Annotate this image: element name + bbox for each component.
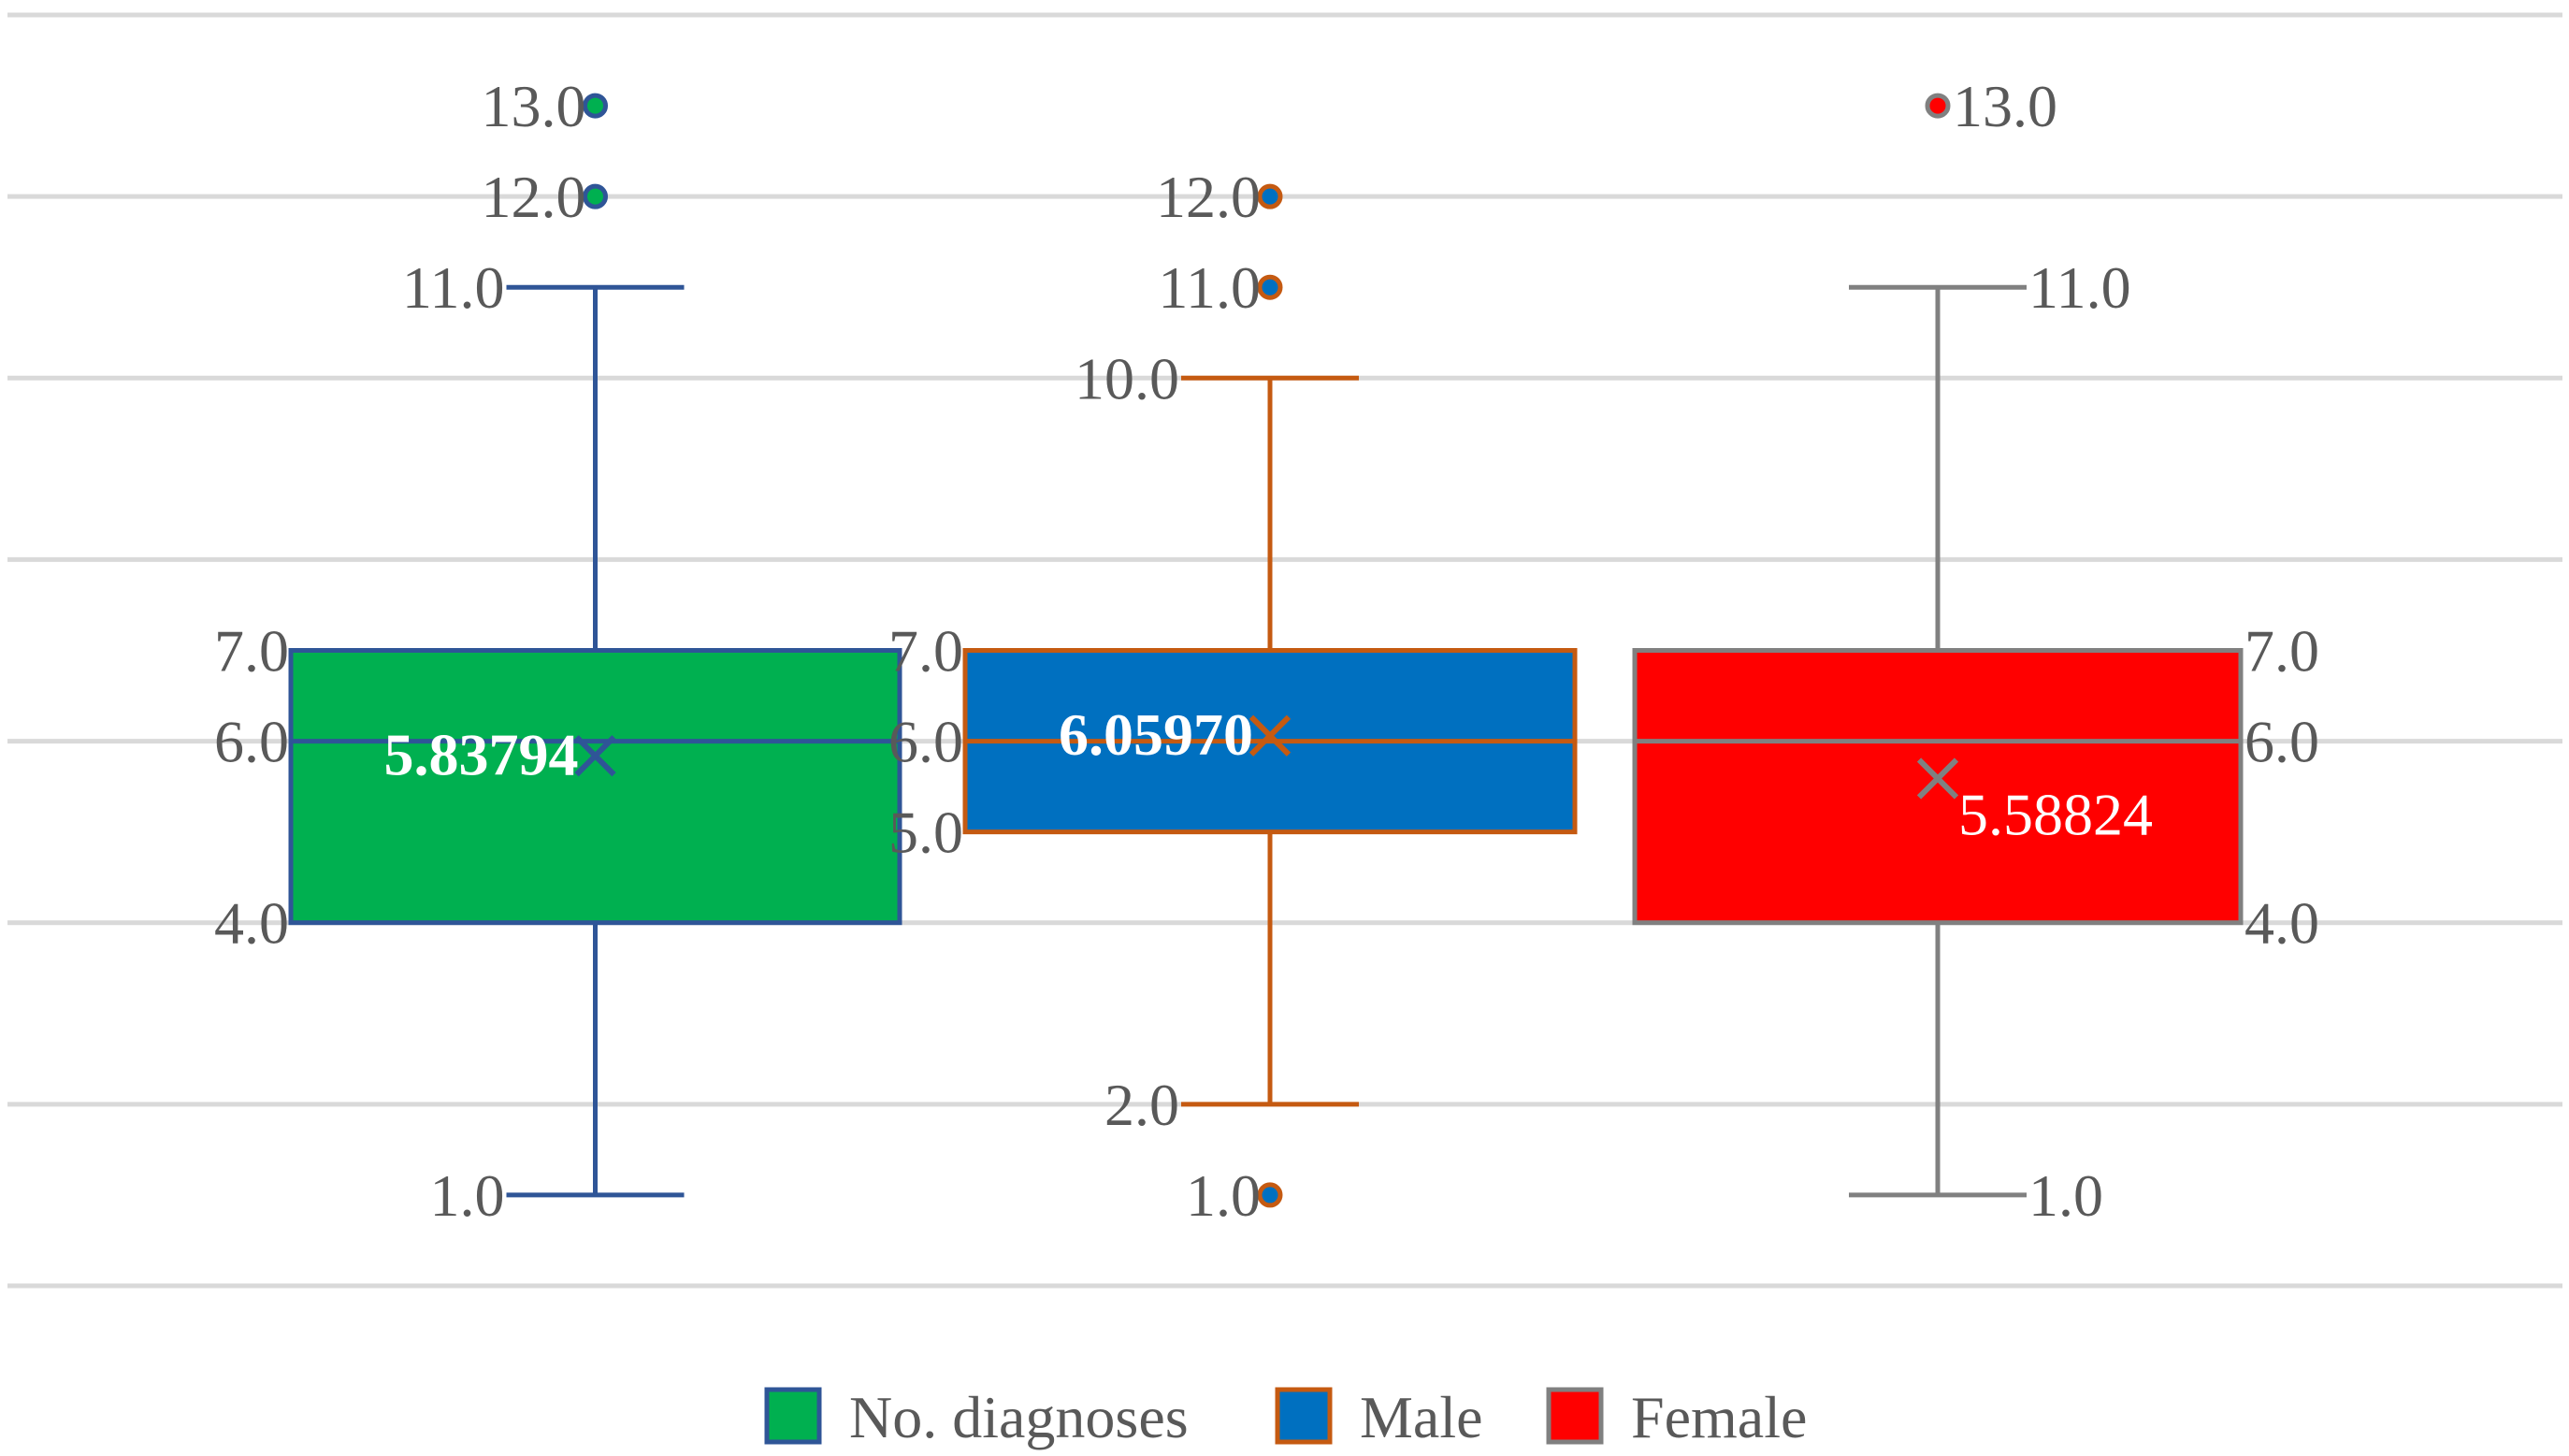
max-label: 10.0 (1075, 345, 1179, 411)
box-male: 6.05970 1.0 11.0 12.0 10.0 2.0 7.0 6.0 5.0 (888, 164, 1578, 1229)
mean-marker (1248, 714, 1292, 757)
mean-marker (574, 735, 616, 777)
outlier-point (1257, 183, 1283, 209)
q3-label: 7.0 (214, 618, 289, 685)
outlier-label: 13.0 (482, 73, 586, 139)
iqr-box (288, 648, 902, 926)
mean-label: 5.83794 (384, 721, 579, 787)
mean-marker (1916, 757, 1959, 800)
outlier-point (583, 183, 608, 209)
outlier-point (583, 93, 608, 119)
median-label: 6.0 (888, 709, 963, 775)
box-female: 5.58824 13.0 11.0 1.0 7.0 6.0 4.0 (1632, 73, 2319, 1229)
outlier-label: 12.0 (1156, 164, 1261, 230)
q1-label: 4.0 (214, 890, 289, 957)
max-label: 11.0 (2028, 254, 2131, 321)
legend-swatch (1546, 1387, 1604, 1445)
plot-area: 5.83794 12.0 13.0 11.0 1.0 7.0 6.0 4.0 6.05970 1.… (214, 73, 2319, 1229)
min-label: 1.0 (2028, 1162, 2103, 1229)
legend-swatch (1275, 1387, 1333, 1445)
legend-item-male: Male (1275, 1384, 1483, 1450)
min-label: 2.0 (1104, 1072, 1179, 1138)
q1-label: 5.0 (888, 800, 963, 866)
outlier-label: 1.0 (1186, 1162, 1261, 1229)
outlier-label: 13.0 (1953, 73, 2057, 139)
median-label: 6.0 (214, 709, 289, 775)
max-label: 11.0 (402, 254, 505, 321)
legend-swatch (764, 1387, 822, 1445)
outlier-point (1925, 93, 1951, 119)
mean-label: 6.05970 (1059, 701, 1253, 768)
iqr-box (1632, 648, 2244, 926)
outlier-label: 12.0 (482, 164, 586, 230)
legend-label: No. diagnoses (849, 1384, 1189, 1450)
legend-label: Male (1360, 1384, 1483, 1450)
legend-item-female: Female (1546, 1384, 1807, 1450)
legend-item-no-diagnoses: No. diagnoses (764, 1384, 1189, 1450)
median-label: 6.0 (2244, 709, 2319, 775)
legend: No. diagnoses Male Female (764, 1384, 1807, 1450)
outlier-point (1257, 1182, 1283, 1208)
mean-label: 5.58824 (1958, 782, 2153, 848)
min-label: 1.0 (430, 1162, 505, 1229)
box-no-diagnoses: 5.83794 12.0 13.0 11.0 1.0 7.0 6.0 4.0 (214, 73, 902, 1229)
q3-label: 7.0 (888, 618, 963, 685)
q1-label: 4.0 (2244, 890, 2319, 957)
q3-label: 7.0 (2244, 618, 2319, 685)
outlier-point (1257, 274, 1283, 300)
legend-label: Female (1631, 1384, 1807, 1450)
outlier-label: 11.0 (1158, 254, 1261, 321)
